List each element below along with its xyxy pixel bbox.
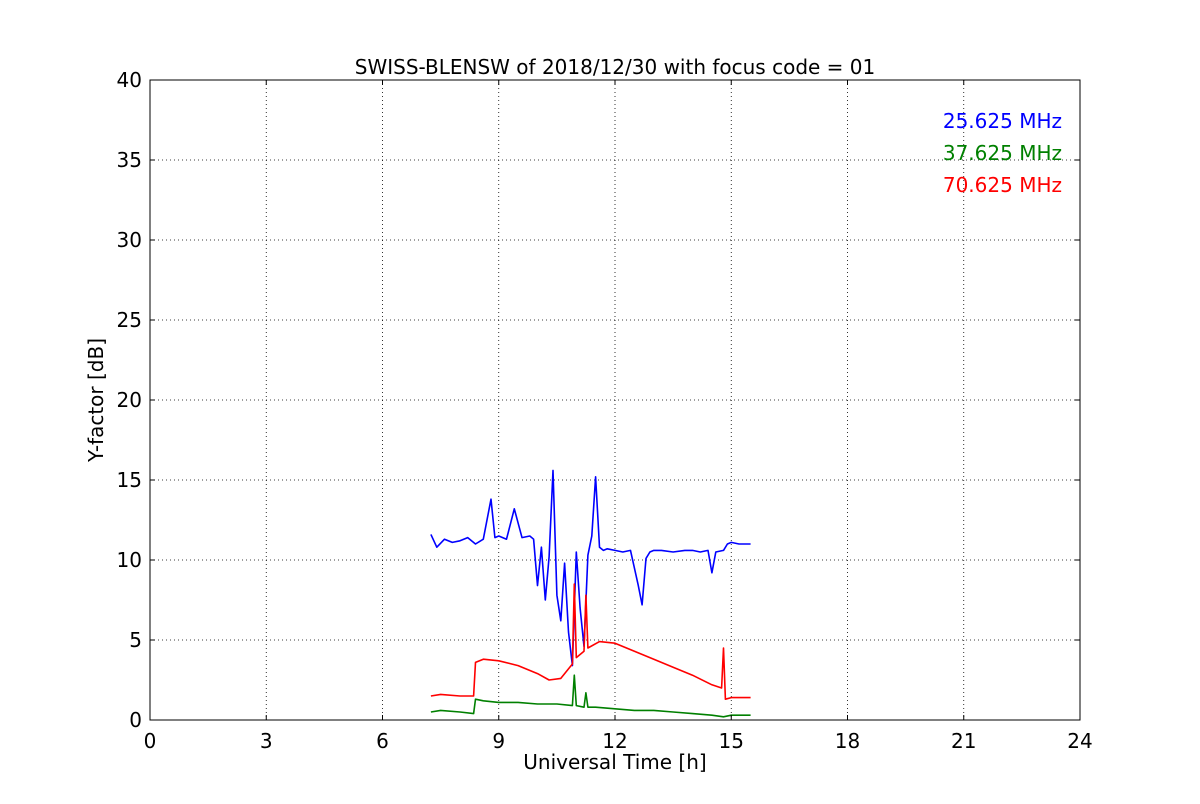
legend-entry: 25.625 MHz [943,109,1062,133]
series-line-25-625-mhz [430,469,751,667]
x-tick-label: 21 [951,729,976,753]
x-tick-label: 0 [144,729,157,753]
x-tick-label: 3 [260,729,273,753]
y-tick-label: 35 [117,148,142,172]
y-tick-label: 40 [117,68,142,92]
x-tick-label: 6 [376,729,389,753]
y-axis-label: Y-factor [dB] [84,338,108,463]
y-tick-label: 0 [129,708,142,732]
legend-entry: 70.625 MHz [943,173,1062,197]
series-line-37-625-mhz [430,674,751,718]
legend-layer: 25.625 MHz 37.625 MHz 70.625 MHz [943,109,1062,197]
grid-layer [150,80,1080,720]
chart-title: SWISS-BLENSW of 2018/12/30 with focus co… [355,55,876,79]
y-tick-label: 5 [129,628,142,652]
y-tick-label: 25 [117,308,142,332]
x-tick-label: 9 [492,729,505,753]
x-tick-label: 18 [835,729,860,753]
y-tick-label: 30 [117,228,142,252]
y-tick-label: 10 [117,548,142,572]
x-axis-label: Universal Time [h] [523,750,706,774]
x-tick-label: 12 [602,729,627,753]
tick-layer: 0 3 6 9 12 15 18 21 24 0 5 10 15 20 25 30 35 40 [117,68,1093,753]
y-tick-label: 20 [117,388,142,412]
y-tick-label: 15 [117,468,142,492]
series-line-70-625-mhz [430,583,751,701]
x-tick-label: 15 [719,729,744,753]
legend-entry: 37.625 MHz [943,141,1062,165]
x-tick-label: 24 [1067,729,1092,753]
series-layer [430,469,751,718]
